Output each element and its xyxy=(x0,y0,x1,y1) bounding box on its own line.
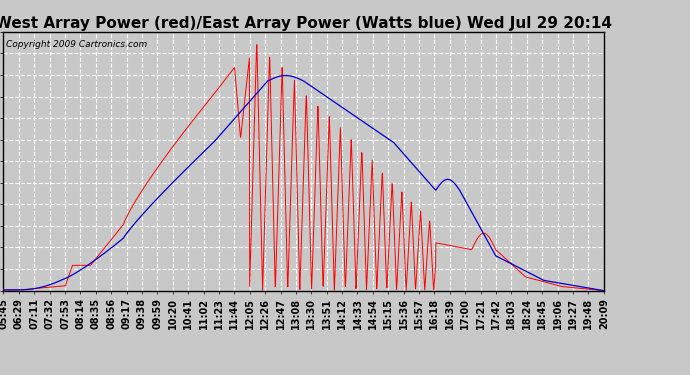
Text: Copyright 2009 Cartronics.com: Copyright 2009 Cartronics.com xyxy=(6,40,148,49)
Title: West Array Power (red)/East Array Power (Watts blue) Wed Jul 29 20:14: West Array Power (red)/East Array Power … xyxy=(0,16,612,31)
